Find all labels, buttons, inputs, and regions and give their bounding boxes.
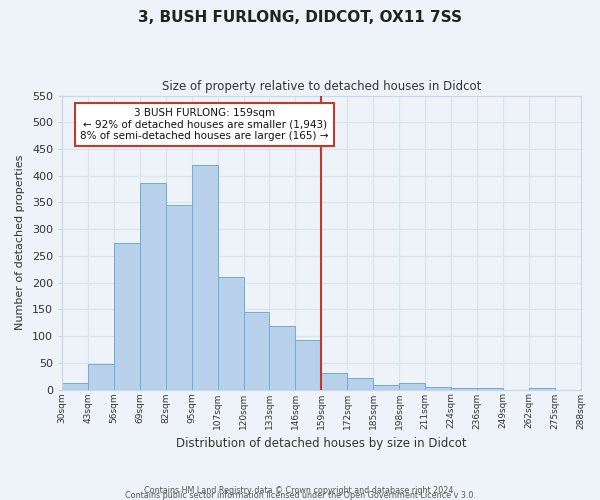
- Bar: [191, 165, 218, 390]
- Bar: [140, 182, 166, 390]
- Bar: [347, 378, 373, 390]
- X-axis label: Distribution of detached houses by size in Didcot: Distribution of detached houses by size …: [176, 437, 467, 450]
- Bar: [529, 388, 554, 390]
- Bar: [244, 312, 269, 390]
- Y-axis label: Number of detached properties: Number of detached properties: [15, 155, 25, 330]
- Text: Contains HM Land Registry data © Crown copyright and database right 2024.: Contains HM Land Registry data © Crown c…: [144, 486, 456, 495]
- Bar: [218, 278, 244, 390]
- Bar: [451, 388, 477, 390]
- Text: 3 BUSH FURLONG: 159sqm
← 92% of detached houses are smaller (1,943)
8% of semi-d: 3 BUSH FURLONG: 159sqm ← 92% of detached…: [80, 108, 329, 141]
- Bar: [166, 205, 191, 390]
- Bar: [295, 340, 321, 390]
- Text: Contains public sector information licensed under the Open Government Licence v : Contains public sector information licen…: [125, 490, 475, 500]
- Bar: [477, 388, 503, 390]
- Bar: [321, 373, 347, 390]
- Bar: [425, 388, 451, 390]
- Text: 3, BUSH FURLONG, DIDCOT, OX11 7SS: 3, BUSH FURLONG, DIDCOT, OX11 7SS: [138, 10, 462, 25]
- Bar: [114, 242, 140, 390]
- Bar: [373, 384, 399, 390]
- Title: Size of property relative to detached houses in Didcot: Size of property relative to detached ho…: [161, 80, 481, 93]
- Bar: [88, 364, 114, 390]
- Bar: [269, 326, 295, 390]
- Bar: [62, 383, 88, 390]
- Bar: [399, 382, 425, 390]
